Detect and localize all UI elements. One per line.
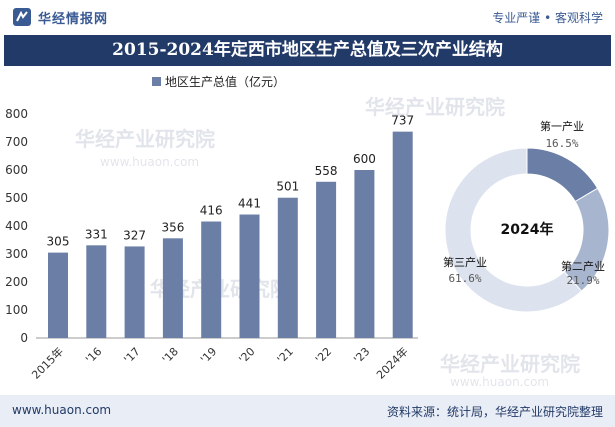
bar-series bbox=[48, 131, 413, 338]
y-tick-label: 600 bbox=[5, 163, 28, 177]
x-axis-labels: 2015年 '16 '17 '18 '19 '20 '21 '22 '23 2024年 bbox=[29, 344, 411, 381]
footer-bar: www.huaon.com 资料来源：统计局，华经产业研究院整理 bbox=[0, 395, 615, 427]
bar-value-label: 441 bbox=[238, 197, 261, 211]
y-tick-label: 800 bbox=[5, 107, 28, 121]
x-tick-label: '17 bbox=[121, 345, 142, 366]
bar-value-label: 501 bbox=[276, 180, 299, 194]
header-bar: 华经情报网 专业严谨 • 客观科学 bbox=[0, 0, 615, 34]
x-tick-label: 2024年 bbox=[373, 344, 410, 381]
bar-value-label: 600 bbox=[353, 152, 376, 166]
bar bbox=[162, 238, 183, 338]
y-tick-label: 400 bbox=[5, 219, 28, 233]
brand-logo-icon bbox=[13, 8, 31, 26]
watermark: 华经产业研究院 华经产业研究院 华经产业研究院 华经产业研究院 www.huao… bbox=[75, 95, 580, 389]
slice-value-tertiary: 61.6% bbox=[448, 272, 481, 285]
x-tick-label: '18 bbox=[160, 345, 181, 366]
watermark-text: 华经产业研究院 bbox=[440, 352, 580, 376]
bar-value-label: 305 bbox=[47, 235, 70, 249]
legend-swatch bbox=[152, 77, 161, 86]
y-axis: 0 100 200 300 400 500 600 700 800 bbox=[5, 107, 418, 345]
bar-value-label: 327 bbox=[123, 228, 146, 242]
bar-value-label: 416 bbox=[200, 204, 223, 218]
tagline: 专业严谨 • 客观科学 bbox=[492, 11, 603, 25]
y-tick-label: 300 bbox=[5, 247, 28, 261]
y-tick-label: 200 bbox=[5, 275, 28, 289]
donut-center-label: 2024年 bbox=[501, 221, 554, 238]
slice-label-tertiary: 第三产业 bbox=[443, 255, 487, 269]
x-tick-label: '19 bbox=[198, 345, 219, 366]
bar-value-label: 737 bbox=[391, 114, 414, 128]
bar bbox=[277, 197, 298, 338]
bar bbox=[124, 246, 145, 338]
slice-value-secondary: 21.9% bbox=[566, 274, 599, 287]
y-tick-label: 500 bbox=[5, 191, 28, 205]
chart-area: 华经产业研究院 华经产业研究院 华经产业研究院 华经产业研究院 www.huao… bbox=[5, 74, 610, 389]
footer-website[interactable]: www.huaon.com bbox=[12, 403, 112, 417]
donut-slice-primary bbox=[526, 147, 599, 203]
y-tick-label: 0 bbox=[20, 331, 28, 345]
x-tick-label: '23 bbox=[351, 345, 372, 366]
watermark-text: 华经产业研究院 bbox=[365, 95, 505, 119]
page-title: 2015-2024年定西市地区生产总值及三次产业结构 bbox=[4, 35, 611, 66]
x-tick-label: '16 bbox=[83, 345, 104, 366]
slice-value-primary: 16.5% bbox=[545, 137, 578, 150]
y-tick-label: 700 bbox=[5, 135, 28, 149]
bar-value-label: 558 bbox=[315, 164, 338, 178]
bar bbox=[392, 131, 413, 338]
bar bbox=[239, 214, 260, 338]
x-tick-label: '21 bbox=[275, 345, 296, 366]
donut-chart bbox=[444, 147, 610, 313]
footer-source: 资料来源：统计局，华经产业研究院整理 bbox=[386, 405, 603, 419]
watermark-text: 华经产业研究院 bbox=[75, 127, 215, 151]
bar bbox=[48, 252, 68, 338]
bar bbox=[201, 221, 222, 338]
legend-label: 地区生产总值（亿元） bbox=[165, 74, 285, 89]
x-tick-label: '22 bbox=[313, 345, 334, 366]
brand-logo[interactable]: 华经情报网 bbox=[12, 7, 108, 27]
bar bbox=[316, 181, 337, 338]
y-tick-label: 100 bbox=[5, 303, 28, 317]
bar bbox=[86, 245, 107, 338]
brand-name: 华经情报网 bbox=[38, 11, 109, 27]
x-tick-label: 2015年 bbox=[29, 344, 66, 381]
bar-value-label: 356 bbox=[161, 220, 184, 234]
bar-value-label: 331 bbox=[85, 227, 108, 241]
bar-value-labels: 305 331 327 356 416 441 501 558 600 737 bbox=[47, 114, 415, 249]
x-tick-label: '20 bbox=[236, 345, 257, 366]
watermark-url: www.huaon.com bbox=[450, 375, 549, 389]
donut-slice-tertiary bbox=[444, 147, 583, 313]
slice-label-primary: 第一产业 bbox=[540, 119, 584, 133]
bar bbox=[354, 170, 375, 338]
watermark-url: www.huaon.com bbox=[100, 155, 199, 169]
slice-label-secondary: 第二产业 bbox=[561, 259, 605, 273]
